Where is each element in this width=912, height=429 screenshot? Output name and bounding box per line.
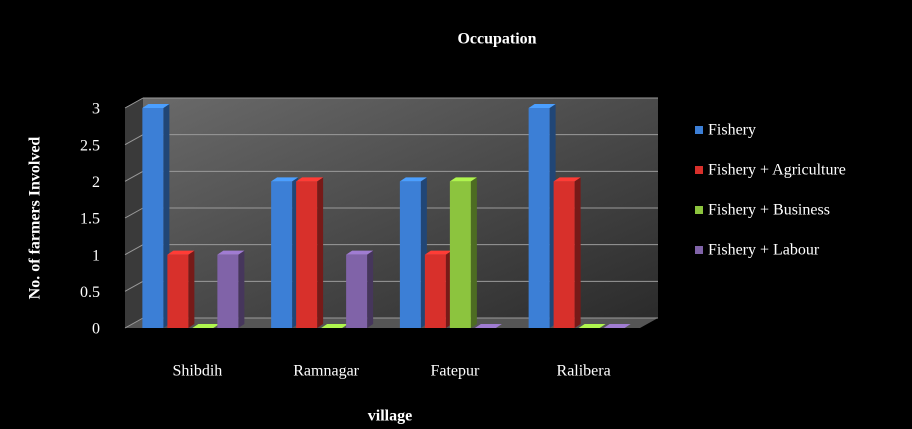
- bar-top: [528, 104, 556, 108]
- bar-side: [470, 177, 477, 328]
- bar: [528, 108, 550, 328]
- bar-top: [346, 250, 374, 255]
- bar-top: [167, 250, 195, 255]
- grid-line-side: [124, 97, 144, 109]
- x-tick-label: Fatepur: [430, 363, 480, 380]
- bar: [424, 254, 446, 328]
- bar-top: [424, 250, 452, 255]
- bar-top: [271, 177, 299, 182]
- grid-line-side: [124, 280, 144, 292]
- bar-top: [296, 177, 324, 182]
- legend-swatch: [695, 166, 703, 174]
- grid-line-side: [124, 134, 144, 146]
- grid-line-side: [124, 317, 144, 329]
- y-tick-label: 0.5: [80, 284, 100, 301]
- bar-top: [217, 250, 245, 255]
- y-axis-label: No. of farmers Involved: [27, 137, 44, 300]
- legend-label: Fishery + Labour: [708, 242, 820, 259]
- x-axis-label: village: [368, 408, 412, 425]
- bar-top: [474, 324, 502, 328]
- bar-top: [142, 104, 170, 108]
- y-tick-label: 3: [92, 101, 100, 118]
- y-tick-label: 0: [92, 321, 100, 338]
- bar-side: [188, 250, 195, 328]
- floor: [125, 318, 658, 328]
- bar: [217, 254, 239, 328]
- bar-top: [321, 324, 349, 328]
- bar: [346, 254, 368, 328]
- x-tick-label: Ramnagar: [293, 363, 359, 380]
- y-tick-label: 1: [92, 247, 100, 264]
- grid-line-side: [124, 244, 144, 256]
- legend-swatch: [695, 246, 703, 254]
- bar: [167, 254, 189, 328]
- x-tick-label: Shibdih: [172, 363, 222, 380]
- bar-top: [449, 177, 477, 182]
- bar-top: [192, 324, 220, 328]
- bar-side: [367, 250, 374, 328]
- y-tick-label: 1.5: [80, 211, 100, 228]
- legend-label: Fishery: [708, 122, 756, 139]
- legend-label: Fishery + Business: [708, 202, 830, 219]
- bar-top: [603, 324, 631, 328]
- bar-side: [574, 177, 581, 328]
- bar: [449, 181, 471, 328]
- bar: [399, 181, 421, 328]
- bar: [553, 181, 575, 328]
- grid-line-side: [124, 207, 144, 219]
- bar: [271, 181, 293, 328]
- bar-top: [553, 177, 581, 182]
- legend-swatch: [695, 206, 703, 214]
- legend-label: Fishery + Agriculture: [708, 162, 846, 179]
- bar-side: [238, 250, 245, 328]
- bar-top: [578, 324, 606, 328]
- legend-swatch: [695, 126, 703, 134]
- chart-title: Occupation: [457, 31, 536, 48]
- x-tick-label: Ralibera: [557, 363, 611, 380]
- bar: [142, 108, 164, 328]
- y-tick-label: 2.5: [80, 137, 100, 154]
- y-tick-label: 2: [92, 174, 100, 191]
- bar-top: [399, 177, 427, 182]
- grid-line-side: [124, 170, 144, 182]
- bar-side: [317, 177, 324, 328]
- bar: [296, 181, 318, 328]
